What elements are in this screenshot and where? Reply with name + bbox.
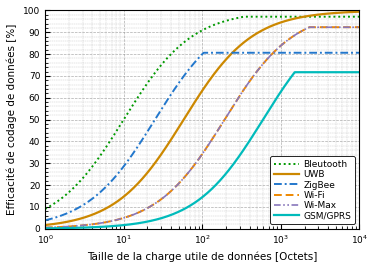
ZigBee [100, 189, 105, 192]
Y-axis label: Efficacité de codage de données [%]: Efficacité de codage de données [%] [7, 24, 18, 215]
Bleutooth [278, 15, 282, 18]
Bleutooth [100, 151, 105, 154]
Wi-Max [163, 194, 168, 198]
ZigBee [163, 102, 168, 105]
ZigBee [201, 51, 206, 54]
Wi-Max [231, 104, 236, 107]
GSM/GPRS [247, 139, 252, 142]
Bleutooth [248, 15, 252, 18]
ZigBee [302, 51, 306, 54]
GSM/GPRS [357, 70, 362, 74]
Wi-Max [100, 221, 105, 224]
Bleutooth [231, 17, 236, 20]
Wi-Max [43, 226, 47, 229]
Wi-Fi [43, 226, 47, 229]
Wi-Max [301, 29, 306, 32]
ZigBee [278, 51, 282, 54]
Wi-Fi [231, 104, 236, 107]
GSM/GPRS [43, 227, 47, 230]
UWB [357, 10, 362, 13]
Wi-Fi [307, 26, 312, 29]
Bleutooth [43, 207, 47, 211]
UWB [301, 15, 306, 18]
Wi-Max [307, 26, 312, 29]
ZigBee [43, 219, 47, 222]
Line: GSM/GPRS: GSM/GPRS [45, 72, 360, 228]
Legend: Bleutooth, UWB, ZigBee, Wi-Fi, Wi-Max, GSM/GPRS: Bleutooth, UWB, ZigBee, Wi-Fi, Wi-Max, G… [270, 156, 355, 224]
Line: ZigBee: ZigBee [45, 53, 360, 220]
Wi-Max [357, 26, 362, 29]
Wi-Fi [163, 194, 168, 198]
Line: Wi-Max: Wi-Max [45, 27, 360, 228]
GSM/GPRS [292, 70, 297, 74]
UWB [100, 209, 105, 212]
GSM/GPRS [278, 92, 282, 95]
Wi-Fi [247, 80, 252, 83]
Bleutooth [302, 15, 306, 18]
UWB [278, 21, 282, 24]
GSM/GPRS [302, 70, 306, 74]
Wi-Fi [100, 221, 105, 224]
Wi-Fi [357, 26, 362, 29]
ZigBee [248, 51, 252, 54]
UWB [247, 37, 252, 40]
X-axis label: Taille de la charge utile de données [Octets]: Taille de la charge utile de données [Oc… [87, 252, 318, 262]
UWB [43, 224, 47, 227]
Bleutooth [242, 15, 246, 18]
ZigBee [357, 51, 362, 54]
Wi-Max [278, 45, 282, 48]
ZigBee [231, 51, 236, 54]
UWB [163, 147, 168, 150]
UWB [231, 50, 236, 53]
GSM/GPRS [100, 225, 105, 228]
Line: Wi-Fi: Wi-Fi [45, 27, 360, 228]
Line: Bleutooth: Bleutooth [45, 17, 360, 209]
Wi-Fi [301, 29, 306, 32]
Wi-Fi [278, 45, 282, 48]
Wi-Max [247, 80, 252, 83]
GSM/GPRS [163, 215, 168, 219]
Bleutooth [357, 15, 362, 18]
Bleutooth [163, 59, 168, 62]
GSM/GPRS [231, 162, 236, 165]
Line: UWB: UWB [45, 12, 360, 225]
